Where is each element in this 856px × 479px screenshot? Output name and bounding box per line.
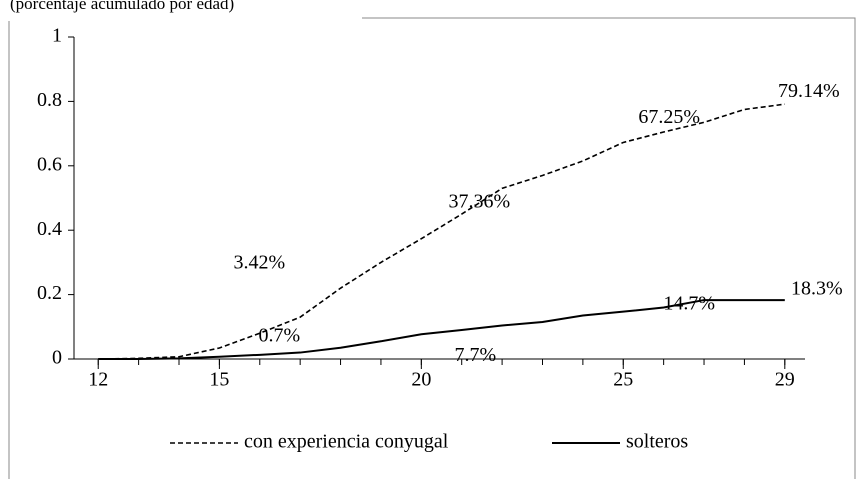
- chart-frame: [8, 17, 856, 479]
- y-tick-label: 0: [52, 347, 62, 369]
- data-label: 3.42%: [234, 252, 286, 274]
- data-label: 14.7%: [663, 292, 715, 314]
- data-label: 7.7%: [454, 344, 496, 366]
- y-tick-label: 0.4: [37, 218, 62, 240]
- data-label: 0.7%: [259, 324, 301, 346]
- subtitle-bg: [0, 0, 362, 21]
- data-label: 18.3%: [791, 278, 843, 300]
- x-tick-label: 15: [209, 369, 229, 391]
- data-label: 79.14%: [778, 80, 840, 102]
- y-tick-label: 0.2: [37, 282, 62, 304]
- y-tick-label: 1: [52, 25, 62, 47]
- x-tick-label: 12: [88, 369, 108, 391]
- x-tick-label: 20: [411, 369, 431, 391]
- line-series: [98, 103, 785, 360]
- x-tick-label: 29: [775, 369, 795, 391]
- data-label: 67.25%: [638, 106, 700, 128]
- legend-label: con experiencia conyugal: [244, 431, 449, 453]
- y-tick-label: 0.6: [37, 153, 62, 175]
- chart-subtitle: (porcentaje acumulado por edad): [10, 0, 234, 13]
- y-tick-label: 0.8: [37, 89, 62, 111]
- x-tick-label: 25: [613, 369, 633, 391]
- line-series: [98, 299, 785, 360]
- data-label: 37.36%: [448, 190, 510, 212]
- legend-label: solteros: [626, 431, 688, 453]
